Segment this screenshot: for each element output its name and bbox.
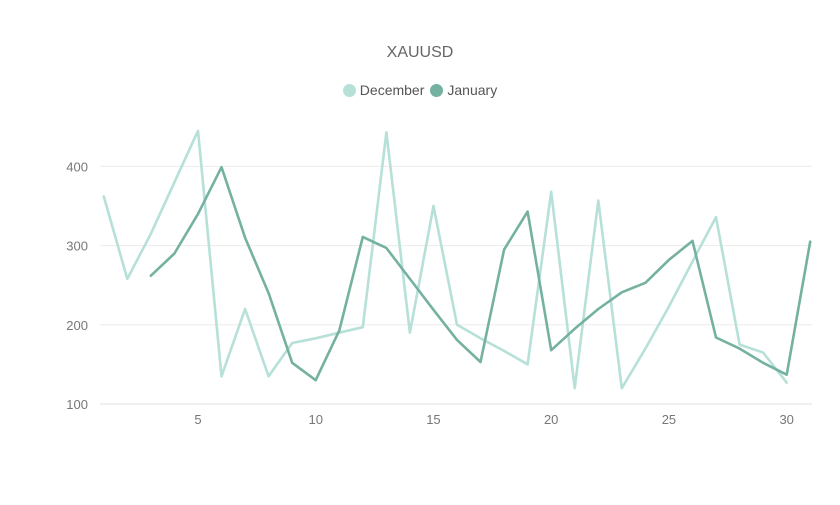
y-tick-label: 100: [66, 397, 88, 412]
legend: December January: [0, 82, 840, 98]
legend-item-january[interactable]: January: [430, 82, 497, 98]
x-tick-label: 10: [308, 412, 322, 427]
legend-label-december: December: [359, 82, 425, 98]
x-tick-label: 15: [426, 412, 440, 427]
y-tick-label: 400: [66, 159, 88, 174]
series-line-december: [102, 129, 789, 390]
x-tick-label: 30: [779, 412, 793, 427]
legend-swatch-january: [430, 83, 444, 97]
x-tick-label: 20: [544, 412, 558, 427]
x-tick-label: 25: [662, 412, 676, 427]
axis-layer: 100 200 300 400 5 10 15 20 25 30: [66, 159, 794, 427]
chart-title: XAUUSD: [386, 44, 454, 61]
series-line-january: [149, 165, 812, 382]
legend-swatch-december: [342, 83, 356, 97]
y-tick-label: 200: [66, 318, 88, 333]
legend-label-january: January: [447, 82, 498, 98]
series-layer: [102, 129, 812, 390]
y-tick-label: 300: [66, 239, 88, 254]
grid-layer: [100, 165, 812, 405]
legend-item-december[interactable]: December: [342, 82, 425, 98]
x-tick-label: 5: [194, 412, 201, 427]
